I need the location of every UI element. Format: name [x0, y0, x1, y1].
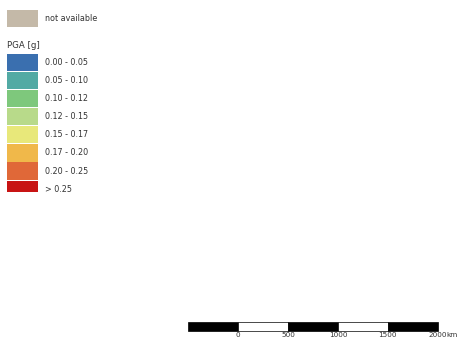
- Bar: [188, 323, 238, 331]
- Text: 0.15 - 0.17: 0.15 - 0.17: [45, 130, 88, 139]
- Bar: [238, 323, 288, 331]
- Bar: [7, 90, 38, 107]
- Bar: [288, 323, 338, 331]
- Bar: [338, 323, 388, 331]
- Bar: [388, 323, 438, 331]
- Bar: [7, 10, 38, 27]
- Text: 1500: 1500: [379, 332, 397, 338]
- Bar: [7, 144, 38, 161]
- Text: 0.20 - 0.25: 0.20 - 0.25: [45, 167, 88, 175]
- Text: 0.10 - 0.12: 0.10 - 0.12: [45, 94, 88, 103]
- Text: 500: 500: [281, 332, 295, 338]
- Bar: [7, 108, 38, 126]
- Text: 0: 0: [236, 332, 240, 338]
- Text: 0.00 - 0.05: 0.00 - 0.05: [45, 58, 88, 67]
- Bar: [7, 162, 38, 180]
- Bar: [7, 54, 38, 71]
- Text: > 0.25: > 0.25: [45, 185, 72, 194]
- Text: 1000: 1000: [328, 332, 347, 338]
- Bar: [7, 126, 38, 143]
- Text: 0.12 - 0.15: 0.12 - 0.15: [45, 112, 88, 121]
- Bar: [7, 181, 38, 198]
- Text: km: km: [447, 332, 458, 338]
- Text: not available: not available: [45, 14, 97, 23]
- Bar: [7, 72, 38, 89]
- Text: 0.17 - 0.20: 0.17 - 0.20: [45, 148, 88, 157]
- Text: 0.05 - 0.10: 0.05 - 0.10: [45, 76, 88, 85]
- Text: 2000: 2000: [428, 332, 447, 338]
- Text: PGA [g]: PGA [g]: [7, 41, 39, 50]
